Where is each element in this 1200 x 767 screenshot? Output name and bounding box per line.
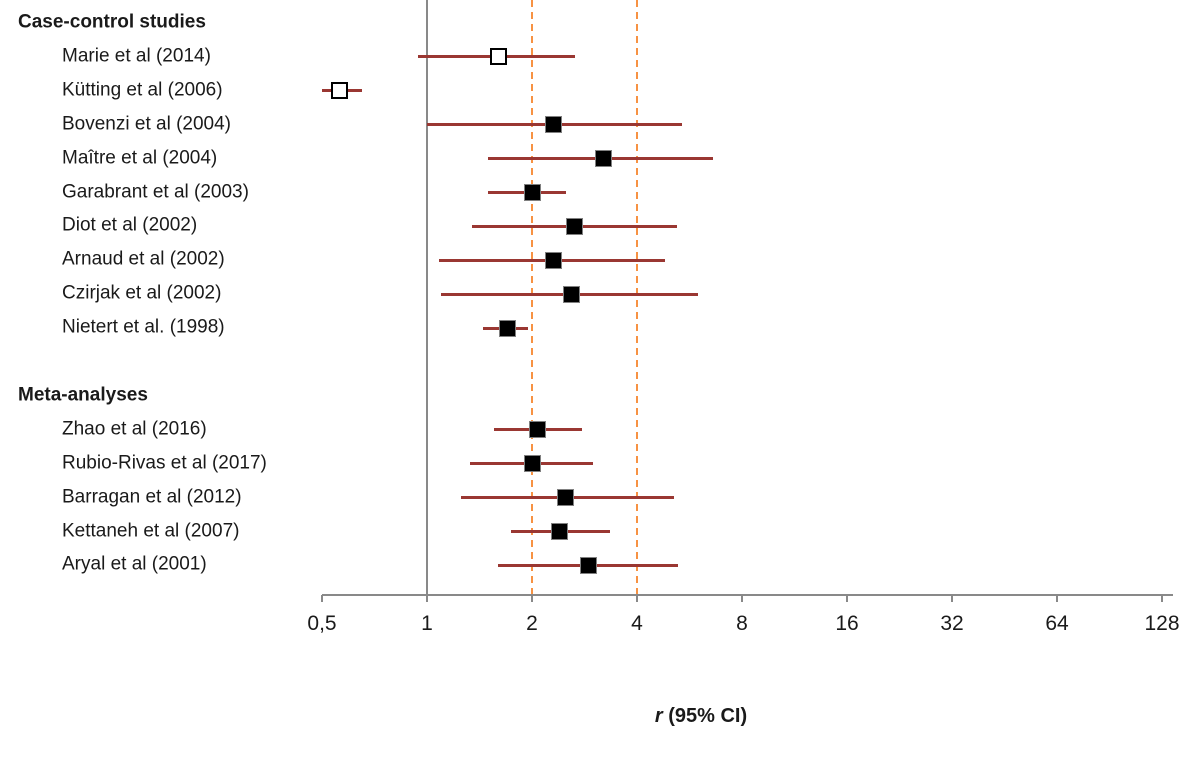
estimate-marker-filled bbox=[528, 421, 546, 439]
x-axis-tick-label: 1 bbox=[421, 612, 433, 635]
estimate-marker-filled bbox=[557, 489, 575, 507]
x-axis-line bbox=[322, 594, 1173, 596]
x-axis-tick bbox=[1056, 595, 1058, 602]
study-label: Nietert et al. (1998) bbox=[62, 316, 225, 338]
x-axis-title-symbol: r bbox=[654, 705, 663, 727]
estimate-marker-filled bbox=[566, 217, 584, 235]
estimate-marker-filled bbox=[544, 116, 562, 134]
study-label: Marie et al (2014) bbox=[62, 45, 211, 67]
study-label: Diot et al (2002) bbox=[62, 214, 198, 236]
study-label: Arnaud et al (2002) bbox=[62, 248, 225, 270]
reference-line-dashed bbox=[531, 0, 533, 602]
group-heading: Meta-analyses bbox=[18, 384, 148, 406]
estimate-marker-open bbox=[489, 48, 507, 66]
study-label: Aryal et al (2001) bbox=[62, 553, 207, 575]
estimate-marker-filled bbox=[544, 251, 562, 269]
study-label: Czirjak et al (2002) bbox=[62, 282, 222, 304]
reference-line-solid bbox=[426, 0, 428, 602]
x-axis-tick-label: 64 bbox=[1045, 612, 1069, 635]
estimate-marker-open bbox=[330, 82, 348, 100]
study-label: Barragan et al (2012) bbox=[62, 486, 242, 508]
x-axis-tick-label: 16 bbox=[835, 612, 859, 635]
x-axis-tick bbox=[741, 595, 743, 602]
x-axis-tick bbox=[1161, 595, 1163, 602]
x-axis-tick-label: 4 bbox=[631, 612, 643, 635]
estimate-marker-filled bbox=[498, 319, 516, 337]
x-axis-tick bbox=[636, 595, 638, 602]
x-axis-title: r (95% CI) bbox=[655, 705, 747, 728]
x-axis-tick bbox=[531, 595, 533, 602]
study-label: Zhao et al (2016) bbox=[62, 418, 207, 440]
study-label: Kütting et al (2006) bbox=[62, 79, 223, 101]
estimate-marker-filled bbox=[523, 455, 541, 473]
x-axis-tick-label: 2 bbox=[526, 612, 538, 635]
estimate-marker-filled bbox=[523, 184, 541, 201]
reference-line-dashed bbox=[636, 0, 638, 602]
estimate-marker-filled bbox=[551, 523, 569, 540]
x-axis-tick bbox=[426, 595, 428, 602]
x-axis-tick bbox=[846, 595, 848, 602]
estimate-marker-filled bbox=[579, 556, 597, 574]
study-label: Rubio-Rivas et al (2017) bbox=[62, 452, 267, 474]
x-axis-tick bbox=[951, 595, 953, 602]
x-axis-tick-label: 8 bbox=[736, 612, 748, 635]
x-axis-tick-label: 0,5 bbox=[307, 612, 337, 635]
study-label: Kettaneh et al (2007) bbox=[62, 520, 240, 542]
group-heading: Case-control studies bbox=[18, 11, 206, 33]
estimate-marker-filled bbox=[563, 285, 581, 303]
x-axis-title-units: (95% CI) bbox=[662, 705, 748, 727]
x-axis-tick-label: 32 bbox=[940, 612, 964, 635]
study-label: Maître et al (2004) bbox=[62, 147, 218, 169]
x-axis-tick-label: 128 bbox=[1144, 612, 1180, 635]
study-label: Garabrant et al (2003) bbox=[62, 181, 249, 203]
study-label: Bovenzi et al (2004) bbox=[62, 113, 231, 135]
x-axis-tick bbox=[321, 595, 323, 602]
estimate-marker-filled bbox=[594, 150, 612, 168]
